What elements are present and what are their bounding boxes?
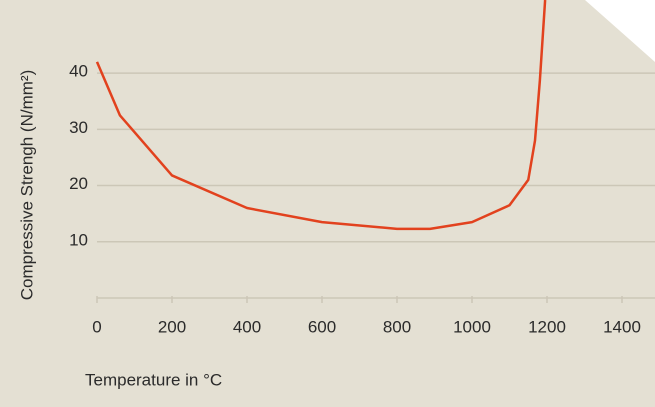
y-tick-label: 20 <box>69 174 88 193</box>
y-tick-label: 30 <box>69 118 88 137</box>
x-tick-label: 1000 <box>453 317 491 336</box>
y-tick-label: 10 <box>69 230 88 249</box>
x-tick-label: 200 <box>158 317 186 336</box>
x-axis-title: Temperature in °C <box>85 370 222 389</box>
y-tick-label: 40 <box>69 62 88 81</box>
x-tick-label: 600 <box>308 317 336 336</box>
x-tick-label: 800 <box>383 317 411 336</box>
x-tick-label: 0 <box>92 317 101 336</box>
x-tick-label: 1200 <box>528 317 566 336</box>
y-axis-title: Compressive Strengh (N/mm²) <box>17 70 36 301</box>
data-line <box>95 0 547 231</box>
x-tick-label: 400 <box>233 317 261 336</box>
x-tick-label: 1400 <box>603 317 641 336</box>
